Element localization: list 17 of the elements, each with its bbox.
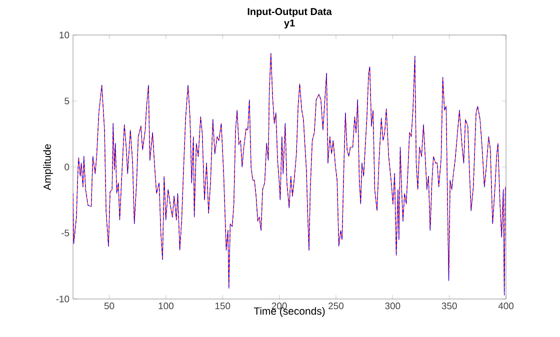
chart-subtitle: y1: [284, 20, 295, 28]
chart-title: Input-Output Data: [248, 8, 332, 18]
x-tick-label: 250: [328, 302, 344, 310]
y-tick-label: -5: [61, 230, 70, 236]
y-tick-label: 0: [64, 164, 70, 170]
x-tick-label: 100: [158, 302, 174, 310]
x-tick-label: 150: [215, 302, 230, 310]
line-series: [73, 53, 506, 296]
x-tick-label: 300: [385, 302, 400, 310]
y-axis-title: Amplitude: [43, 144, 53, 190]
x-tick-label: 350: [442, 302, 457, 310]
y-tick-label: -10: [56, 296, 70, 302]
y-tick-label: 10: [60, 32, 70, 38]
x-tick-label: 200: [272, 302, 287, 310]
x-tick-label: 50: [104, 302, 114, 310]
x-tick-label: 400: [498, 302, 514, 310]
y-tick-label: 5: [64, 98, 70, 104]
